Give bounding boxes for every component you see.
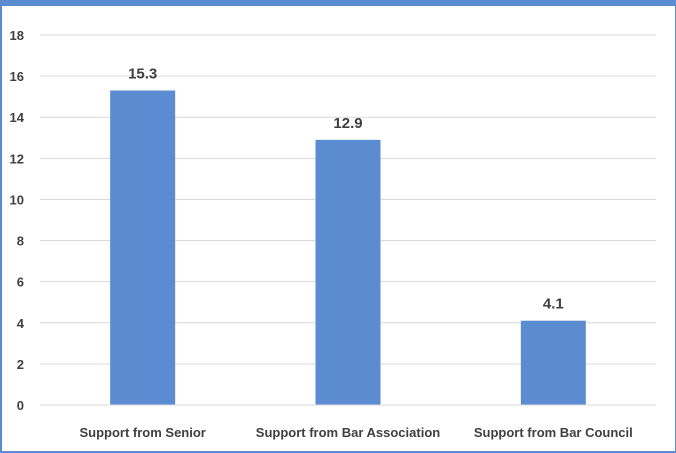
x-axis-categories: Support from Senior Support from Bar Asso… [79, 425, 632, 440]
y-tick-label: 10 [10, 192, 24, 207]
bars [110, 90, 586, 406]
y-tick-label: 14 [10, 110, 25, 125]
y-axis-ticks: 0 2 4 6 8 10 12 14 16 18 [10, 28, 25, 413]
data-labels: 15.3 12.9 4.1 [128, 66, 564, 313]
y-tick-label: 4 [17, 316, 25, 331]
data-label: 4.1 [543, 296, 564, 313]
y-tick-label: 2 [17, 357, 24, 372]
x-tick-label: Support from Bar Council [474, 425, 633, 440]
y-tick-label: 12 [10, 151, 24, 166]
bar [315, 139, 381, 406]
y-tick-label: 0 [17, 398, 24, 413]
data-label: 15.3 [128, 66, 157, 83]
y-tick-label: 16 [10, 69, 24, 84]
y-tick-label: 6 [17, 275, 24, 290]
x-tick-label: Support from Senior [79, 425, 205, 440]
y-tick-label: 8 [17, 234, 24, 249]
data-label: 12.9 [333, 115, 362, 132]
bar [520, 320, 586, 405]
y-tick-label: 18 [10, 28, 24, 43]
x-tick-label: Support from Bar Association [256, 425, 440, 440]
bar [110, 90, 176, 405]
